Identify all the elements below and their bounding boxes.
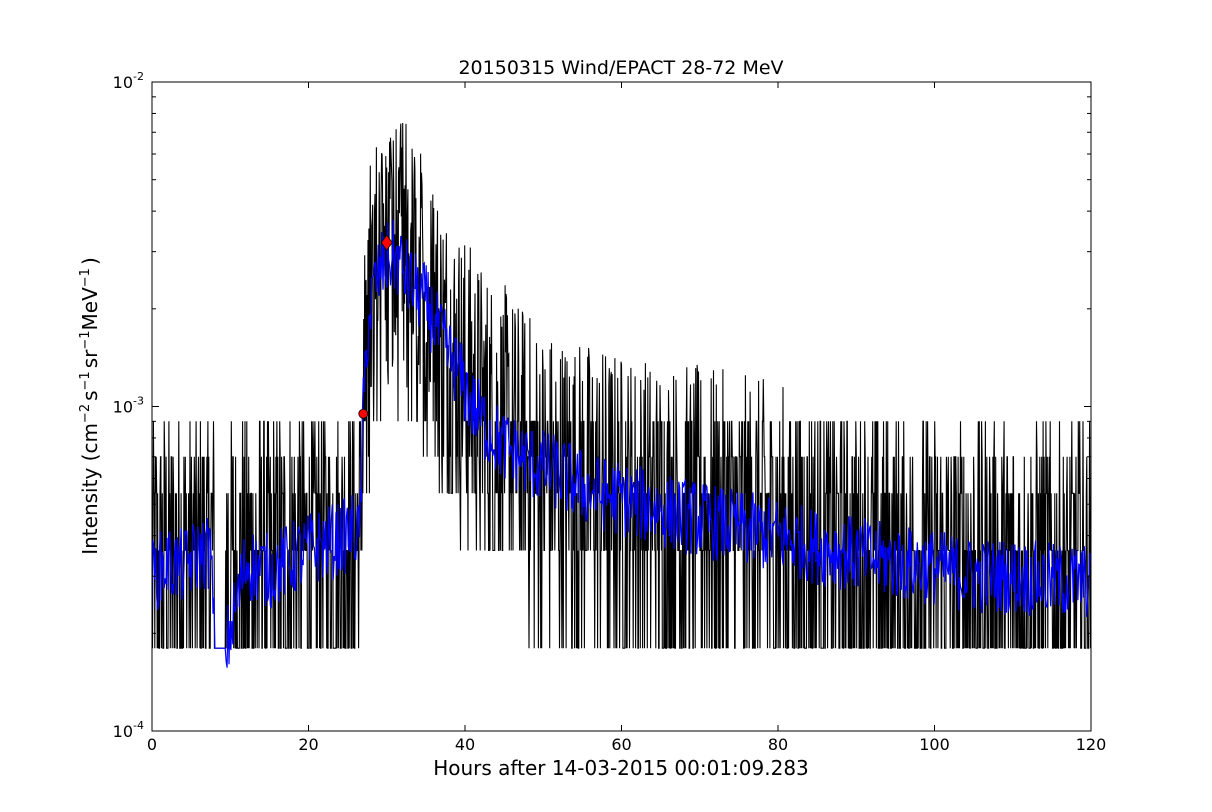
plot-area: [151, 81, 1092, 732]
y-tick-label: 10-3: [113, 395, 144, 417]
onset-marker: [358, 408, 369, 419]
y-tick-label: 10-2: [113, 70, 144, 92]
y-tick-exponent: -2: [133, 70, 144, 83]
x-tick-label: 0: [147, 735, 157, 754]
x-tick-label: 80: [768, 735, 788, 754]
y-tick-base: 10: [113, 398, 133, 417]
x-tick-label: 60: [611, 735, 631, 754]
x-tick-label: 100: [919, 735, 950, 754]
raw-intensity-series: [152, 122, 1091, 649]
x-axis-label: Hours after 14-03-2015 00:01:09.283: [433, 756, 809, 780]
y-axis-label: Intensity (cm−2s−1sr−1MeV−1): [78, 257, 102, 555]
y-tick-exponent: -4: [133, 719, 144, 732]
chart-title: 20150315 Wind/EPACT 28-72 MeV: [458, 57, 783, 79]
raw-intensity-line: [152, 122, 1091, 649]
x-tick-label: 120: [1076, 735, 1107, 754]
y-tick-label: 10-4: [113, 719, 144, 741]
x-tick-label: 20: [298, 735, 318, 754]
y-tick-labels: 10-410-310-2: [113, 70, 144, 741]
event-markers: [358, 234, 393, 419]
y-tick-exponent: -3: [133, 395, 144, 408]
x-tick-label: 40: [455, 735, 475, 754]
smoothed-intensity-line: [152, 219, 1091, 668]
axis-ticks: [151, 81, 1092, 732]
x-tick-labels: 0 20 40 60 80 100 120: [147, 735, 1106, 754]
y-tick-base: 10: [113, 73, 133, 92]
peak-marker: [380, 234, 393, 251]
smoothed-intensity-series: [152, 219, 1091, 668]
y-tick-base: 10: [113, 722, 133, 741]
